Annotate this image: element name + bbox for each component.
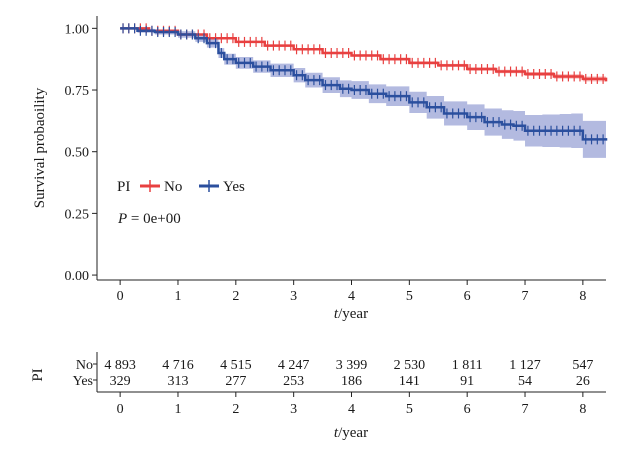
x-tick-label: 1 [174, 289, 181, 304]
risk-x-tick-label: 3 [290, 402, 297, 417]
x-tick-label: 3 [290, 289, 297, 304]
risk-count-yes: 141 [399, 374, 420, 389]
risk-count-yes: 329 [110, 374, 131, 389]
risk-x-ticks: 0 1 2 3 4 5 6 7 8 [117, 392, 586, 417]
risk-count-yes: 313 [167, 374, 188, 389]
x-tick-label: 8 [579, 289, 586, 304]
risk-count-no: 547 [572, 358, 593, 373]
risk-x-tick-label: 0 [117, 402, 124, 417]
x-tick-label: 4 [348, 289, 355, 304]
risk-count-no: 4 247 [278, 358, 310, 373]
x-ticks: 0 1 2 3 4 5 6 7 8 [117, 280, 586, 304]
x-tick-label: 2 [232, 289, 239, 304]
risk-count-yes: 186 [341, 374, 362, 389]
risk-x-tick-label: 6 [464, 402, 471, 417]
risk-strata-title: PI [30, 368, 46, 381]
legend-label-no: No [164, 179, 182, 195]
legend-title: PI [117, 179, 130, 195]
risk-count-yes: 54 [518, 374, 532, 389]
risk-count-no: 4 893 [104, 358, 136, 373]
risk-x-tick-label: 1 [174, 402, 181, 417]
risk-row-label-no: No [76, 358, 93, 373]
risk-x-tick-label: 7 [522, 402, 529, 417]
risk-count-no: 4 515 [220, 358, 252, 373]
y-ticks: 0.00 0.25 0.50 0.75 1.00 [65, 22, 97, 284]
risk-x-tick-label: 4 [348, 402, 355, 417]
x-tick-label: 6 [464, 289, 471, 304]
legend-key-yes [199, 180, 219, 192]
y-tick-label: 0.50 [65, 146, 90, 161]
legend-key-no [140, 180, 160, 192]
risk-x-axis-label: t/year [334, 425, 368, 441]
confidence-bands [120, 28, 607, 160]
risk-x-tick-label: 8 [579, 402, 586, 417]
y-tick-label: 0.00 [65, 269, 90, 284]
risk-count-no: 4 716 [162, 358, 194, 373]
risk-row-label-yes: Yes [73, 374, 93, 389]
risk-count-no: 2 530 [394, 358, 426, 373]
risk-table: PI No 4 893 4 716 4 515 4 247 3 399 2 530 1 811… [30, 352, 606, 441]
x-tick-label: 0 [117, 289, 124, 304]
legend-label-yes: Yes [223, 179, 245, 195]
risk-count-no: 3 399 [336, 358, 368, 373]
risk-count-no: 1 127 [509, 358, 541, 373]
y-tick-label: 0.75 [65, 84, 90, 99]
x-axis-label: t/year [334, 306, 368, 322]
p-value-annotation: P = 0e+00 [117, 211, 181, 227]
risk-count-yes: 253 [283, 374, 304, 389]
x-tick-label: 7 [522, 289, 529, 304]
risk-count-no: 1 811 [452, 358, 483, 373]
risk-count-yes: 277 [225, 374, 246, 389]
y-tick-label: 0.25 [65, 207, 90, 222]
x-tick-label: 5 [406, 289, 413, 304]
legend: PI No Yes [117, 179, 245, 195]
y-axis-label: Survival probaoility [32, 87, 48, 208]
censor-marks [122, 23, 604, 145]
risk-count-yes: 91 [460, 374, 474, 389]
y-tick-label: 1.00 [65, 22, 90, 37]
ci-band-yes [120, 28, 607, 160]
risk-rows: No 4 893 4 716 4 515 4 247 3 399 2 530 1 811 1 1… [73, 358, 594, 389]
risk-x-tick-label: 2 [232, 402, 239, 417]
risk-count-yes: 26 [576, 374, 590, 389]
risk-x-tick-label: 5 [406, 402, 413, 417]
survival-curve-yes [120, 27, 608, 141]
survival-plot: 0.00 0.25 0.50 0.75 1.00 0 1 2 3 4 5 6 7 8 Survival … [32, 16, 608, 322]
survival-curves [120, 27, 608, 141]
